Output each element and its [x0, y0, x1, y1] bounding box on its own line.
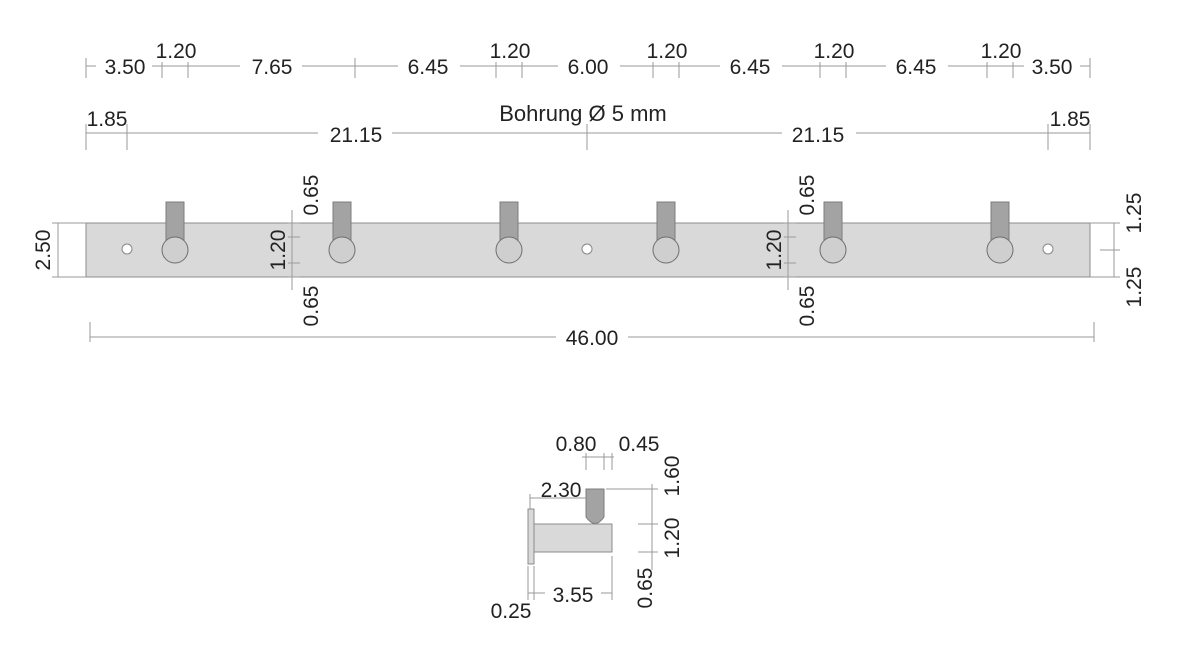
side-hook-arm [533, 523, 613, 553]
total-length-dimension: 46.00 [89, 322, 1095, 350]
right-hole-vertical-dimensions: 1.25 1.25 [1090, 193, 1146, 308]
mounting-hole-right [1042, 243, 1054, 255]
top-dimension-chain: 3.50 1.20 7.65 6.45 1.20 6.00 1.20 6.45 … [85, 38, 1091, 80]
hook-4 [652, 201, 680, 264]
drill-hole-label: Bohrung Ø 5 mm [499, 101, 667, 126]
side-reach-label: 2.30 [541, 479, 582, 502]
hook-a-lower-label: 0.65 [300, 286, 323, 327]
hook-5 [819, 201, 847, 264]
top-dim-1-20-d: 1.20 [814, 40, 855, 63]
side-depth-label: 3.55 [553, 584, 594, 607]
side-width-b-label: 0.45 [619, 433, 660, 456]
side-hook-tip [585, 488, 605, 524]
hook-b-lower-label: 0.65 [796, 286, 819, 327]
hole-dimension-chain: 1.85 21.15 21.15 1.85 [85, 108, 1091, 150]
hole-dim-21-15-right: 21.15 [792, 124, 845, 147]
side-base-thickness-label: 0.25 [491, 600, 532, 623]
top-dim-1-20-c: 1.20 [647, 40, 688, 63]
hook-2 [328, 201, 356, 264]
mounting-hole-left [121, 243, 133, 255]
hook-b-vertical-dimensions: 0.65 1.20 0.65 [763, 175, 819, 327]
hole-dim-21-15-left: 21.15 [330, 124, 383, 147]
hook-b-middle-label: 1.20 [763, 230, 786, 271]
top-dim-3-50-right: 3.50 [1032, 56, 1073, 79]
rail-height-label: 2.50 [32, 230, 55, 271]
hook-a-upper-label: 0.65 [300, 175, 323, 216]
hook-3 [495, 201, 523, 264]
top-dim-1-20-a: 1.20 [156, 40, 197, 63]
mounting-hole-center [581, 243, 593, 255]
top-dim-7-65: 7.65 [252, 56, 293, 79]
hook-6 [986, 201, 1014, 264]
hook-a-vertical-dimensions: 0.65 1.20 0.65 [267, 175, 323, 327]
top-dim-6-00: 6.00 [568, 56, 609, 79]
hole-dim-1-85-right: 1.85 [1050, 108, 1091, 131]
top-dim-6-45-b: 6.45 [730, 56, 771, 79]
top-dim-1-20-b: 1.20 [490, 40, 531, 63]
side-height-top-label: 1.60 [661, 456, 684, 497]
top-dim-1-20-e: 1.20 [981, 40, 1022, 63]
top-dim-3-50-left: 3.50 [105, 56, 146, 79]
hook-b-upper-label: 0.65 [796, 175, 819, 216]
side-width-a-label: 0.80 [556, 433, 597, 456]
hook-a-middle-label: 1.20 [267, 230, 290, 271]
side-height-low-label: 0.65 [634, 568, 657, 609]
hook-rail-front-view [85, 201, 1091, 278]
side-height-mid-label: 1.20 [661, 518, 684, 559]
side-base-plate [527, 508, 535, 565]
total-length-label: 46.00 [566, 327, 619, 350]
top-dim-6-45-c: 6.45 [896, 56, 937, 79]
hook-1 [161, 201, 189, 264]
rail-height-dimension: 2.50 [32, 222, 86, 278]
hook-side-view: 0.80 0.45 2.30 3.55 0.25 1.60 1.20 0.65 [491, 433, 684, 623]
right-lower-label: 1.25 [1123, 267, 1146, 308]
hole-dim-1-85-left: 1.85 [87, 108, 128, 131]
top-dim-6-45-a: 6.45 [408, 56, 449, 79]
right-upper-label: 1.25 [1123, 193, 1146, 234]
